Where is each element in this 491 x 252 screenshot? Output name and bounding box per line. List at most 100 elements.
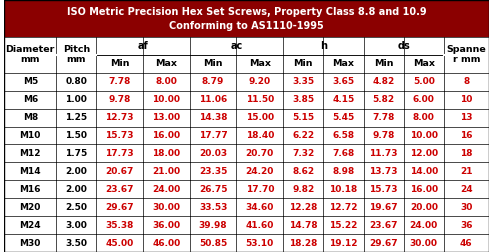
Bar [4, 73, 489, 91]
Text: Min: Min [374, 59, 393, 68]
Text: 8.98: 8.98 [332, 167, 355, 176]
Text: 35.38: 35.38 [106, 220, 134, 230]
Text: 13.73: 13.73 [369, 167, 398, 176]
Text: 10: 10 [460, 95, 472, 104]
Text: 7.68: 7.68 [332, 149, 355, 158]
Text: 14.78: 14.78 [289, 220, 318, 230]
Text: 18.00: 18.00 [152, 149, 181, 158]
Text: 46.00: 46.00 [152, 239, 181, 247]
Text: 6.22: 6.22 [292, 131, 314, 140]
Text: M6: M6 [23, 95, 38, 104]
Text: 9.82: 9.82 [292, 185, 314, 194]
Text: 20.70: 20.70 [246, 149, 274, 158]
Text: 15.22: 15.22 [329, 220, 357, 230]
Text: 16.00: 16.00 [409, 185, 438, 194]
Text: 36: 36 [460, 220, 472, 230]
Bar [4, 127, 489, 144]
Text: 3.65: 3.65 [332, 77, 355, 86]
Bar [4, 109, 489, 127]
Text: 3.35: 3.35 [292, 77, 314, 86]
Text: 18: 18 [460, 149, 472, 158]
Text: Max: Max [332, 59, 355, 68]
Text: 8: 8 [463, 77, 469, 86]
Text: 11.50: 11.50 [246, 95, 274, 104]
Text: 7.78: 7.78 [109, 77, 131, 86]
Bar [4, 163, 489, 180]
Text: 20.67: 20.67 [106, 167, 134, 176]
Text: 4.82: 4.82 [373, 77, 395, 86]
Text: 14.38: 14.38 [199, 113, 227, 122]
Text: 23.67: 23.67 [369, 220, 398, 230]
Text: 17.70: 17.70 [246, 185, 274, 194]
Text: 6.58: 6.58 [332, 131, 355, 140]
Text: 19.12: 19.12 [329, 239, 357, 247]
Bar [4, 91, 489, 109]
Text: Max: Max [156, 59, 177, 68]
Text: 23.35: 23.35 [199, 167, 227, 176]
Text: Min: Min [203, 59, 223, 68]
Text: 9.20: 9.20 [249, 77, 271, 86]
Text: 16: 16 [460, 131, 472, 140]
Text: 3.85: 3.85 [292, 95, 314, 104]
Bar [4, 0, 489, 37]
Text: Min: Min [294, 59, 313, 68]
Text: ds: ds [397, 41, 410, 51]
Text: 24.00: 24.00 [152, 185, 181, 194]
Bar [4, 37, 489, 73]
Text: Min: Min [110, 59, 130, 68]
Text: 11.06: 11.06 [199, 95, 227, 104]
Text: Spanne
r mm: Spanne r mm [446, 45, 486, 64]
Text: M10: M10 [20, 131, 41, 140]
Text: Max: Max [249, 59, 271, 68]
Text: 24.00: 24.00 [409, 220, 438, 230]
Text: 29.67: 29.67 [106, 203, 134, 212]
Text: 16.00: 16.00 [152, 131, 181, 140]
Bar [4, 144, 489, 162]
Text: Diameter
mm: Diameter mm [5, 45, 55, 64]
Text: M12: M12 [20, 149, 41, 158]
Text: M24: M24 [20, 220, 41, 230]
Text: M20: M20 [20, 203, 41, 212]
Text: 8.79: 8.79 [202, 77, 224, 86]
Text: 13: 13 [460, 113, 472, 122]
Text: 20.03: 20.03 [199, 149, 227, 158]
Text: 12.72: 12.72 [329, 203, 357, 212]
Text: 33.53: 33.53 [199, 203, 227, 212]
Text: 21.00: 21.00 [152, 167, 181, 176]
Text: 13.00: 13.00 [152, 113, 181, 122]
Text: 50.85: 50.85 [199, 239, 227, 247]
Text: 8.62: 8.62 [292, 167, 314, 176]
Text: 24.20: 24.20 [246, 167, 274, 176]
Text: 0.80: 0.80 [65, 77, 87, 86]
Text: 18.28: 18.28 [289, 239, 317, 247]
Text: 10.00: 10.00 [410, 131, 438, 140]
Text: 12.00: 12.00 [409, 149, 438, 158]
Text: M16: M16 [20, 185, 41, 194]
Text: 12.28: 12.28 [289, 203, 317, 212]
Text: 34.60: 34.60 [246, 203, 274, 212]
Text: Max: Max [413, 59, 435, 68]
Text: 5.45: 5.45 [332, 113, 355, 122]
Text: 29.67: 29.67 [369, 239, 398, 247]
Text: 30.00: 30.00 [152, 203, 181, 212]
Text: 53.10: 53.10 [246, 239, 274, 247]
Text: 9.78: 9.78 [109, 95, 131, 104]
Bar [4, 198, 489, 216]
Text: 26.75: 26.75 [199, 185, 227, 194]
Text: 15.73: 15.73 [369, 185, 398, 194]
Text: 45.00: 45.00 [106, 239, 134, 247]
Bar [4, 234, 489, 252]
Text: 30.00: 30.00 [410, 239, 438, 247]
Text: 19.67: 19.67 [369, 203, 398, 212]
Text: 1.50: 1.50 [65, 131, 87, 140]
Bar [4, 216, 489, 234]
Text: 5.15: 5.15 [292, 113, 314, 122]
Text: 2.00: 2.00 [65, 185, 87, 194]
Text: 8.00: 8.00 [413, 113, 435, 122]
Text: 1.00: 1.00 [65, 95, 87, 104]
Text: M5: M5 [23, 77, 38, 86]
Text: 4.15: 4.15 [332, 95, 355, 104]
Text: M8: M8 [23, 113, 38, 122]
Text: 15.73: 15.73 [106, 131, 134, 140]
Text: 17.77: 17.77 [199, 131, 227, 140]
